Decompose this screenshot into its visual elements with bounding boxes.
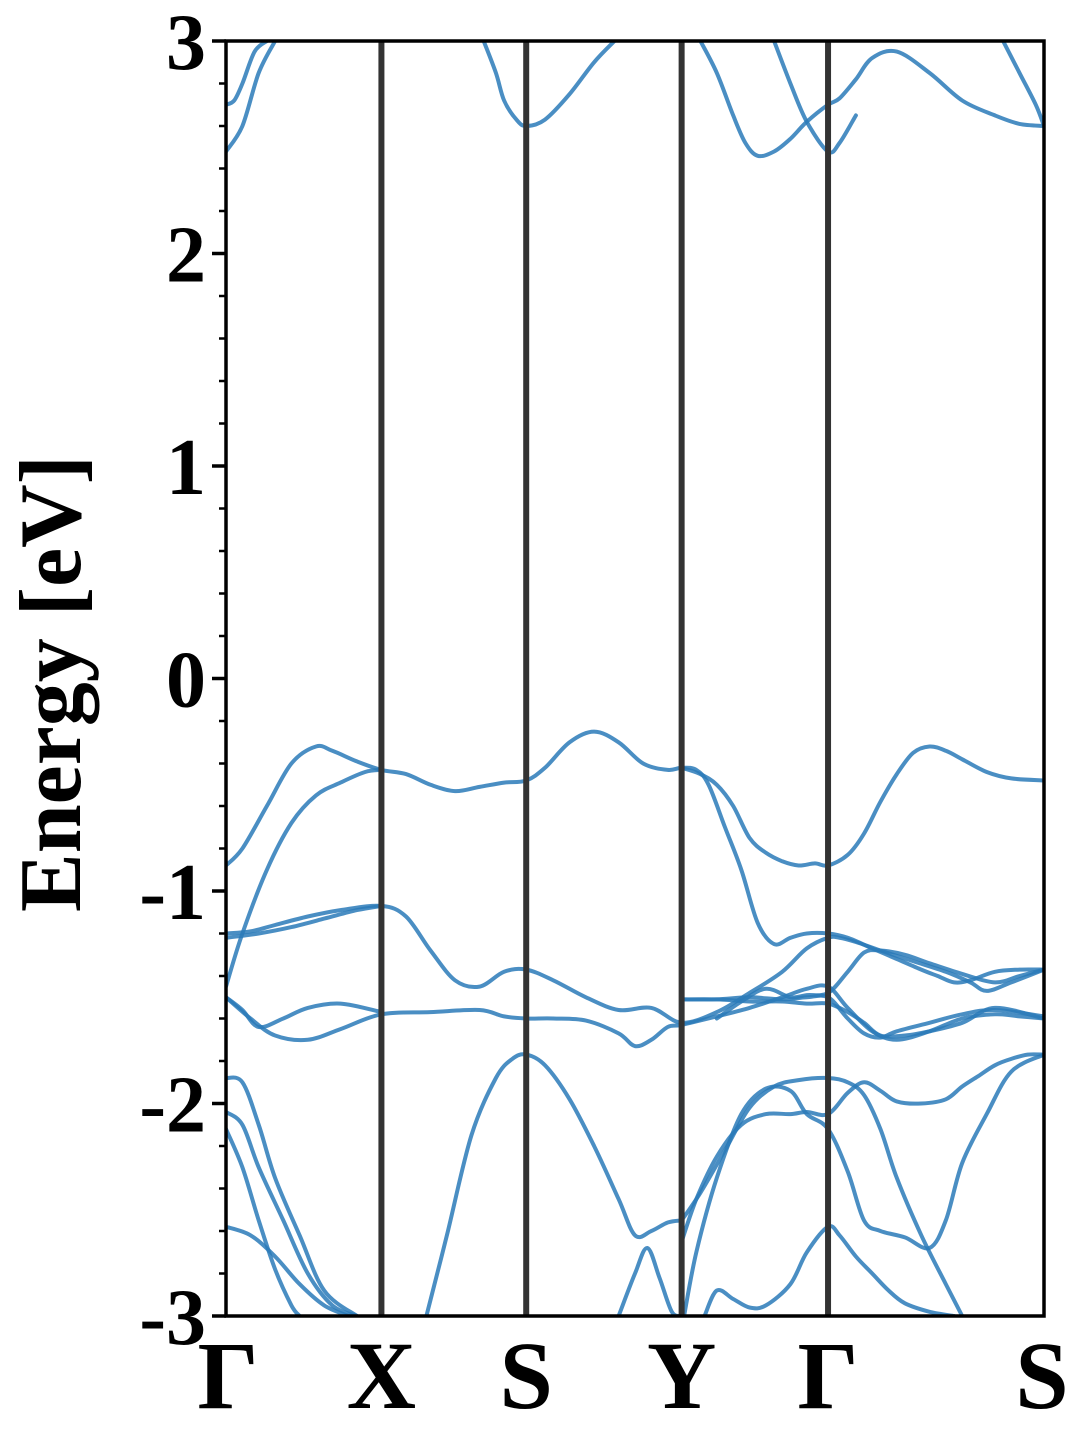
y-axis-title: Energy [eV] — [3, 455, 100, 912]
y-tick-label-3: 1 — [166, 424, 206, 512]
y-tick-label-4: 0 — [166, 637, 206, 725]
y-tick-label-2: 2 — [166, 212, 206, 300]
x-tick-label-2: X — [347, 1322, 416, 1429]
band-line-19 — [226, 1127, 302, 1316]
band-line-1 — [226, 41, 278, 154]
band-line-25 — [682, 1052, 1044, 1316]
band-line-3 — [481, 41, 617, 128]
band-line-20 — [226, 1224, 351, 1316]
band-line-15 — [679, 993, 1044, 1040]
x-tick-label-4: Y — [647, 1322, 716, 1429]
band-line-17 — [226, 1075, 359, 1316]
y-tick-label-6: -2 — [139, 1062, 206, 1150]
band-line-18 — [226, 1110, 359, 1316]
band-line-12 — [226, 983, 1044, 1049]
y-tick-label-7: -3 — [139, 1274, 206, 1362]
band-line-13 — [226, 995, 384, 1030]
high-symmetry-dividers — [378, 41, 832, 1316]
x-tick-label-6: S — [1015, 1322, 1068, 1429]
band-line-9 — [679, 744, 1044, 868]
x-tick-label-1: Γ — [197, 1322, 258, 1429]
plot-frame — [224, 39, 1046, 1318]
band-line-5 — [772, 41, 858, 155]
band-lines — [226, 41, 1044, 1316]
band-line-6 — [1001, 41, 1044, 128]
y-tick-label-5: -1 — [139, 849, 206, 937]
band-line-22 — [616, 1246, 684, 1316]
y-axis-ticks: 3 2 1 0 -1 -2 -3 — [139, 0, 226, 1362]
x-tick-label-5: Γ — [798, 1322, 859, 1429]
x-tick-label-3: S — [500, 1322, 553, 1429]
band-line-4 — [698, 41, 1044, 159]
band-line-2 — [226, 41, 269, 107]
band-line-14 — [679, 997, 1044, 1039]
band-line-24 — [679, 1052, 1044, 1244]
band-line-8 — [226, 767, 384, 989]
band-line-7 — [226, 729, 1044, 985]
y-tick-label-1: 3 — [166, 0, 206, 87]
band-line-11 — [226, 903, 384, 940]
band-line-21 — [424, 1052, 684, 1316]
band-line-16 — [714, 948, 1044, 1021]
